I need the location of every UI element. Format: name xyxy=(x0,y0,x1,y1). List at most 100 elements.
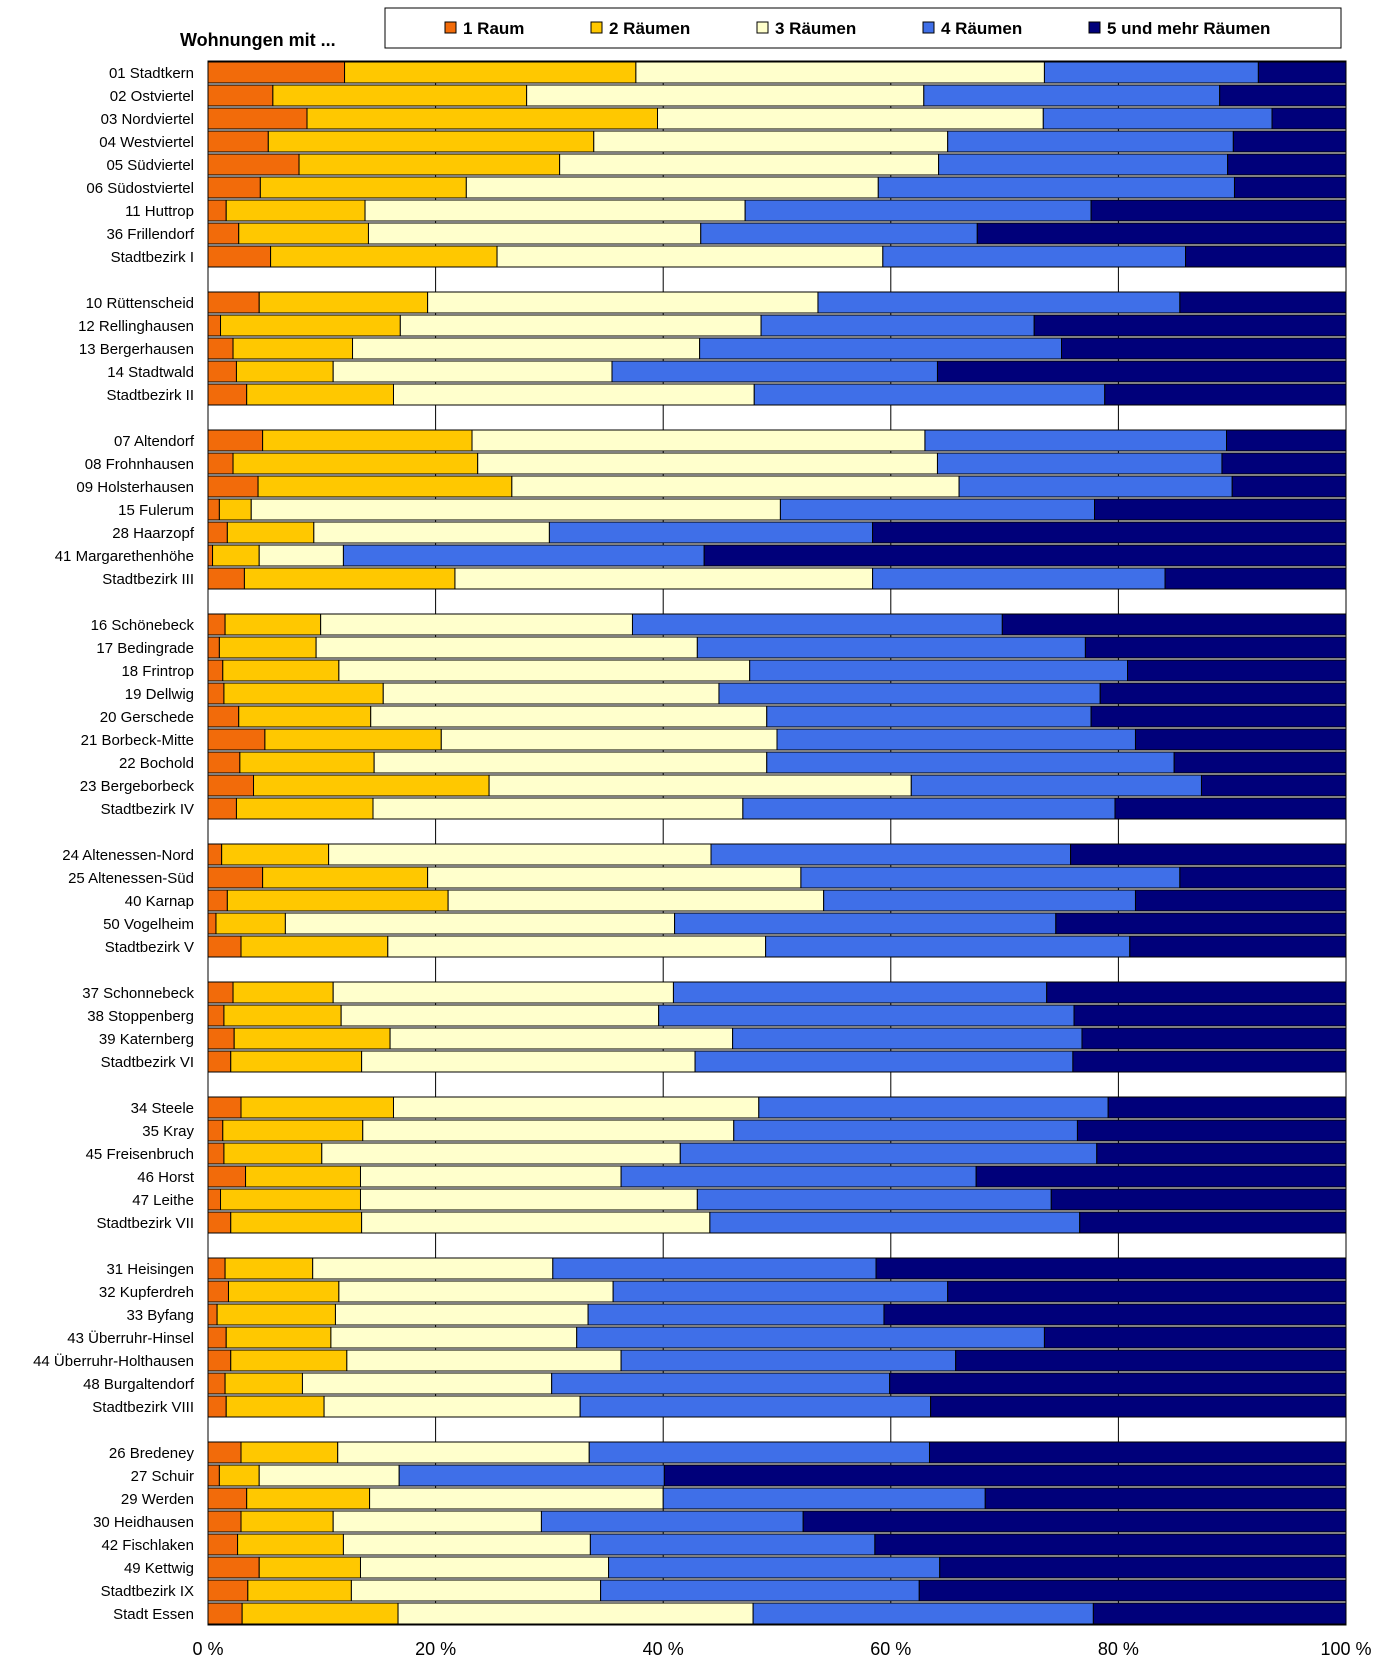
category-label: 11 Huttrop xyxy=(125,203,194,220)
bar-segment-1-raum xyxy=(207,1487,248,1510)
bar-segment-3-räumen xyxy=(334,1303,589,1326)
bar-segment-5-und-mehr-räumen xyxy=(663,1464,1347,1487)
bar-segment-3-räumen xyxy=(258,544,344,567)
bar-segment-4-räumen xyxy=(608,1556,941,1579)
bar-segment-5-und-mehr-räumen xyxy=(1046,981,1347,1004)
bar-segment-4-räumen xyxy=(694,1050,1074,1073)
bar-segment-1-raum xyxy=(207,751,241,774)
bar-segment-1-raum xyxy=(207,1257,226,1280)
category-label: 19 Dellwig xyxy=(125,686,194,703)
bar-segment-2-räumen xyxy=(232,981,334,1004)
bar-stadtbezirk-vii xyxy=(207,1211,1347,1234)
chart-title: Wohnungen mit ... xyxy=(180,30,336,50)
bar-47-leithe xyxy=(207,1188,1347,1211)
category-label: 33 Byfang xyxy=(126,1307,194,1324)
bar-segment-5-und-mehr-räumen xyxy=(1219,84,1347,107)
category-label: 36 Frillendorf xyxy=(106,226,194,243)
bar-segment-1-raum xyxy=(207,1280,229,1303)
bar-segment-4-räumen xyxy=(674,912,1057,935)
bar-segment-3-räumen xyxy=(454,567,874,590)
bar-segment-2-räumen xyxy=(221,843,330,866)
bar-segment-1-raum xyxy=(207,1142,225,1165)
bar-segment-1-raum xyxy=(207,866,264,889)
bar-segment-4-räumen xyxy=(672,981,1048,1004)
bar-segment-2-räumen xyxy=(218,1464,260,1487)
x-tick-label: 0 % xyxy=(192,1639,223,1656)
bar-segment-5-und-mehr-räumen xyxy=(947,1280,1347,1303)
bar-segment-5-und-mehr-räumen xyxy=(1232,130,1347,153)
bar-segment-1-raum xyxy=(207,245,272,268)
bar-segment-1-raum xyxy=(207,314,222,337)
bar-segment-4-räumen xyxy=(540,1510,804,1533)
bar-segment-3-räumen xyxy=(427,291,819,314)
legend-swatch-3-räumen xyxy=(756,21,769,34)
bar-segment-3-räumen xyxy=(338,659,751,682)
bar-segment-3-räumen xyxy=(397,1602,754,1625)
bar-segment-3-räumen xyxy=(332,1510,542,1533)
bar-segment-4-räumen xyxy=(587,1303,885,1326)
bar-segment-5-und-mehr-räumen xyxy=(1200,774,1347,797)
category-label: Stadtbezirk VI xyxy=(101,1054,194,1071)
category-label: 32 Kupferdreh xyxy=(99,1284,194,1301)
category-label: 03 Nordviertel xyxy=(101,111,194,128)
bar-16-schönebeck xyxy=(207,613,1347,636)
legend-swatch-2-räumen xyxy=(590,21,603,34)
bar-segment-1-raum xyxy=(207,889,228,912)
bar-segment-3-räumen xyxy=(657,107,1044,130)
bar-segment-5-und-mehr-räumen xyxy=(802,1510,1347,1533)
category-label: 44 Überruhr-Holthausen xyxy=(33,1352,194,1370)
bar-segment-3-räumen xyxy=(337,1441,590,1464)
bar-segment-1-raum xyxy=(207,728,266,751)
bar-segment-1-raum xyxy=(207,613,226,636)
bar-segment-2-räumen xyxy=(239,751,375,774)
category-label: 14 Stadtwald xyxy=(107,364,194,381)
legend: 1 Raum 2 Räumen 3 Räumen 4 Räumen 5 und mehr… xyxy=(384,7,1342,49)
bar-segment-4-räumen xyxy=(589,1533,876,1556)
bar-segment-3-räumen xyxy=(399,314,762,337)
bar-segment-4-räumen xyxy=(620,1165,977,1188)
legend-label-5-und-mehr-räumen: 5 und mehr Räumen xyxy=(1107,19,1270,38)
bar-segment-5-und-mehr-räumen xyxy=(1114,797,1347,820)
bar-segment-5-und-mehr-räumen xyxy=(1076,1119,1347,1142)
bar-segment-1-raum xyxy=(207,1556,260,1579)
bar-36-frillendorf xyxy=(207,222,1347,245)
bar-segment-2-räumen xyxy=(223,1004,342,1027)
bar-segment-3-räumen xyxy=(511,475,960,498)
bar-segment-5-und-mehr-räumen xyxy=(1179,291,1347,314)
bar-28-haarzopf xyxy=(207,521,1347,544)
bar-segment-3-räumen xyxy=(635,61,1045,84)
category-label: 37 Schonnebeck xyxy=(82,985,194,1002)
bar-segment-3-räumen xyxy=(359,1165,622,1188)
legend-label-2-räumen: 2 Räumen xyxy=(609,19,690,38)
bar-segment-4-räumen xyxy=(600,1579,920,1602)
bar-segment-5-und-mehr-räumen xyxy=(1072,1050,1347,1073)
bar-segment-3-räumen xyxy=(342,1533,591,1556)
bar-segment-2-räumen xyxy=(216,1303,336,1326)
bar-49-kettwig xyxy=(207,1556,1347,1579)
bar-segment-4-räumen xyxy=(611,360,938,383)
bar-segment-5-und-mehr-räumen xyxy=(1090,199,1347,222)
category-label: 08 Frohnhausen xyxy=(85,456,194,473)
category-label: 18 Frintrop xyxy=(121,663,194,680)
bar-segment-3-räumen xyxy=(488,774,912,797)
bar-segment-3-räumen xyxy=(392,383,755,406)
legend-label-4-räumen: 4 Räumen xyxy=(941,19,1022,38)
bar-segment-3-räumen xyxy=(372,797,744,820)
bar-segment-2-räumen xyxy=(270,245,498,268)
bar-segment-2-räumen xyxy=(226,889,449,912)
bar-segment-2-räumen xyxy=(262,429,473,452)
bar-segment-1-raum xyxy=(207,1188,222,1211)
category-label: 16 Schönebeck xyxy=(91,617,195,634)
bar-segment-5-und-mehr-räumen xyxy=(1134,728,1347,751)
bar-segment-3-räumen xyxy=(440,728,778,751)
bar-segment-3-räumen xyxy=(369,1487,664,1510)
bar-segment-3-räumen xyxy=(447,889,825,912)
bar-segment-2-räumen xyxy=(237,1533,344,1556)
bar-segment-2-räumen xyxy=(253,774,490,797)
category-label: 49 Kettwig xyxy=(124,1560,194,1577)
bar-segment-2-räumen xyxy=(232,337,354,360)
bar-segment-5-und-mehr-räumen xyxy=(1073,1004,1347,1027)
bar-segment-3-räumen xyxy=(323,1395,581,1418)
bar-segment-3-räumen xyxy=(359,1556,610,1579)
bar-segment-5-und-mehr-räumen xyxy=(1084,636,1347,659)
